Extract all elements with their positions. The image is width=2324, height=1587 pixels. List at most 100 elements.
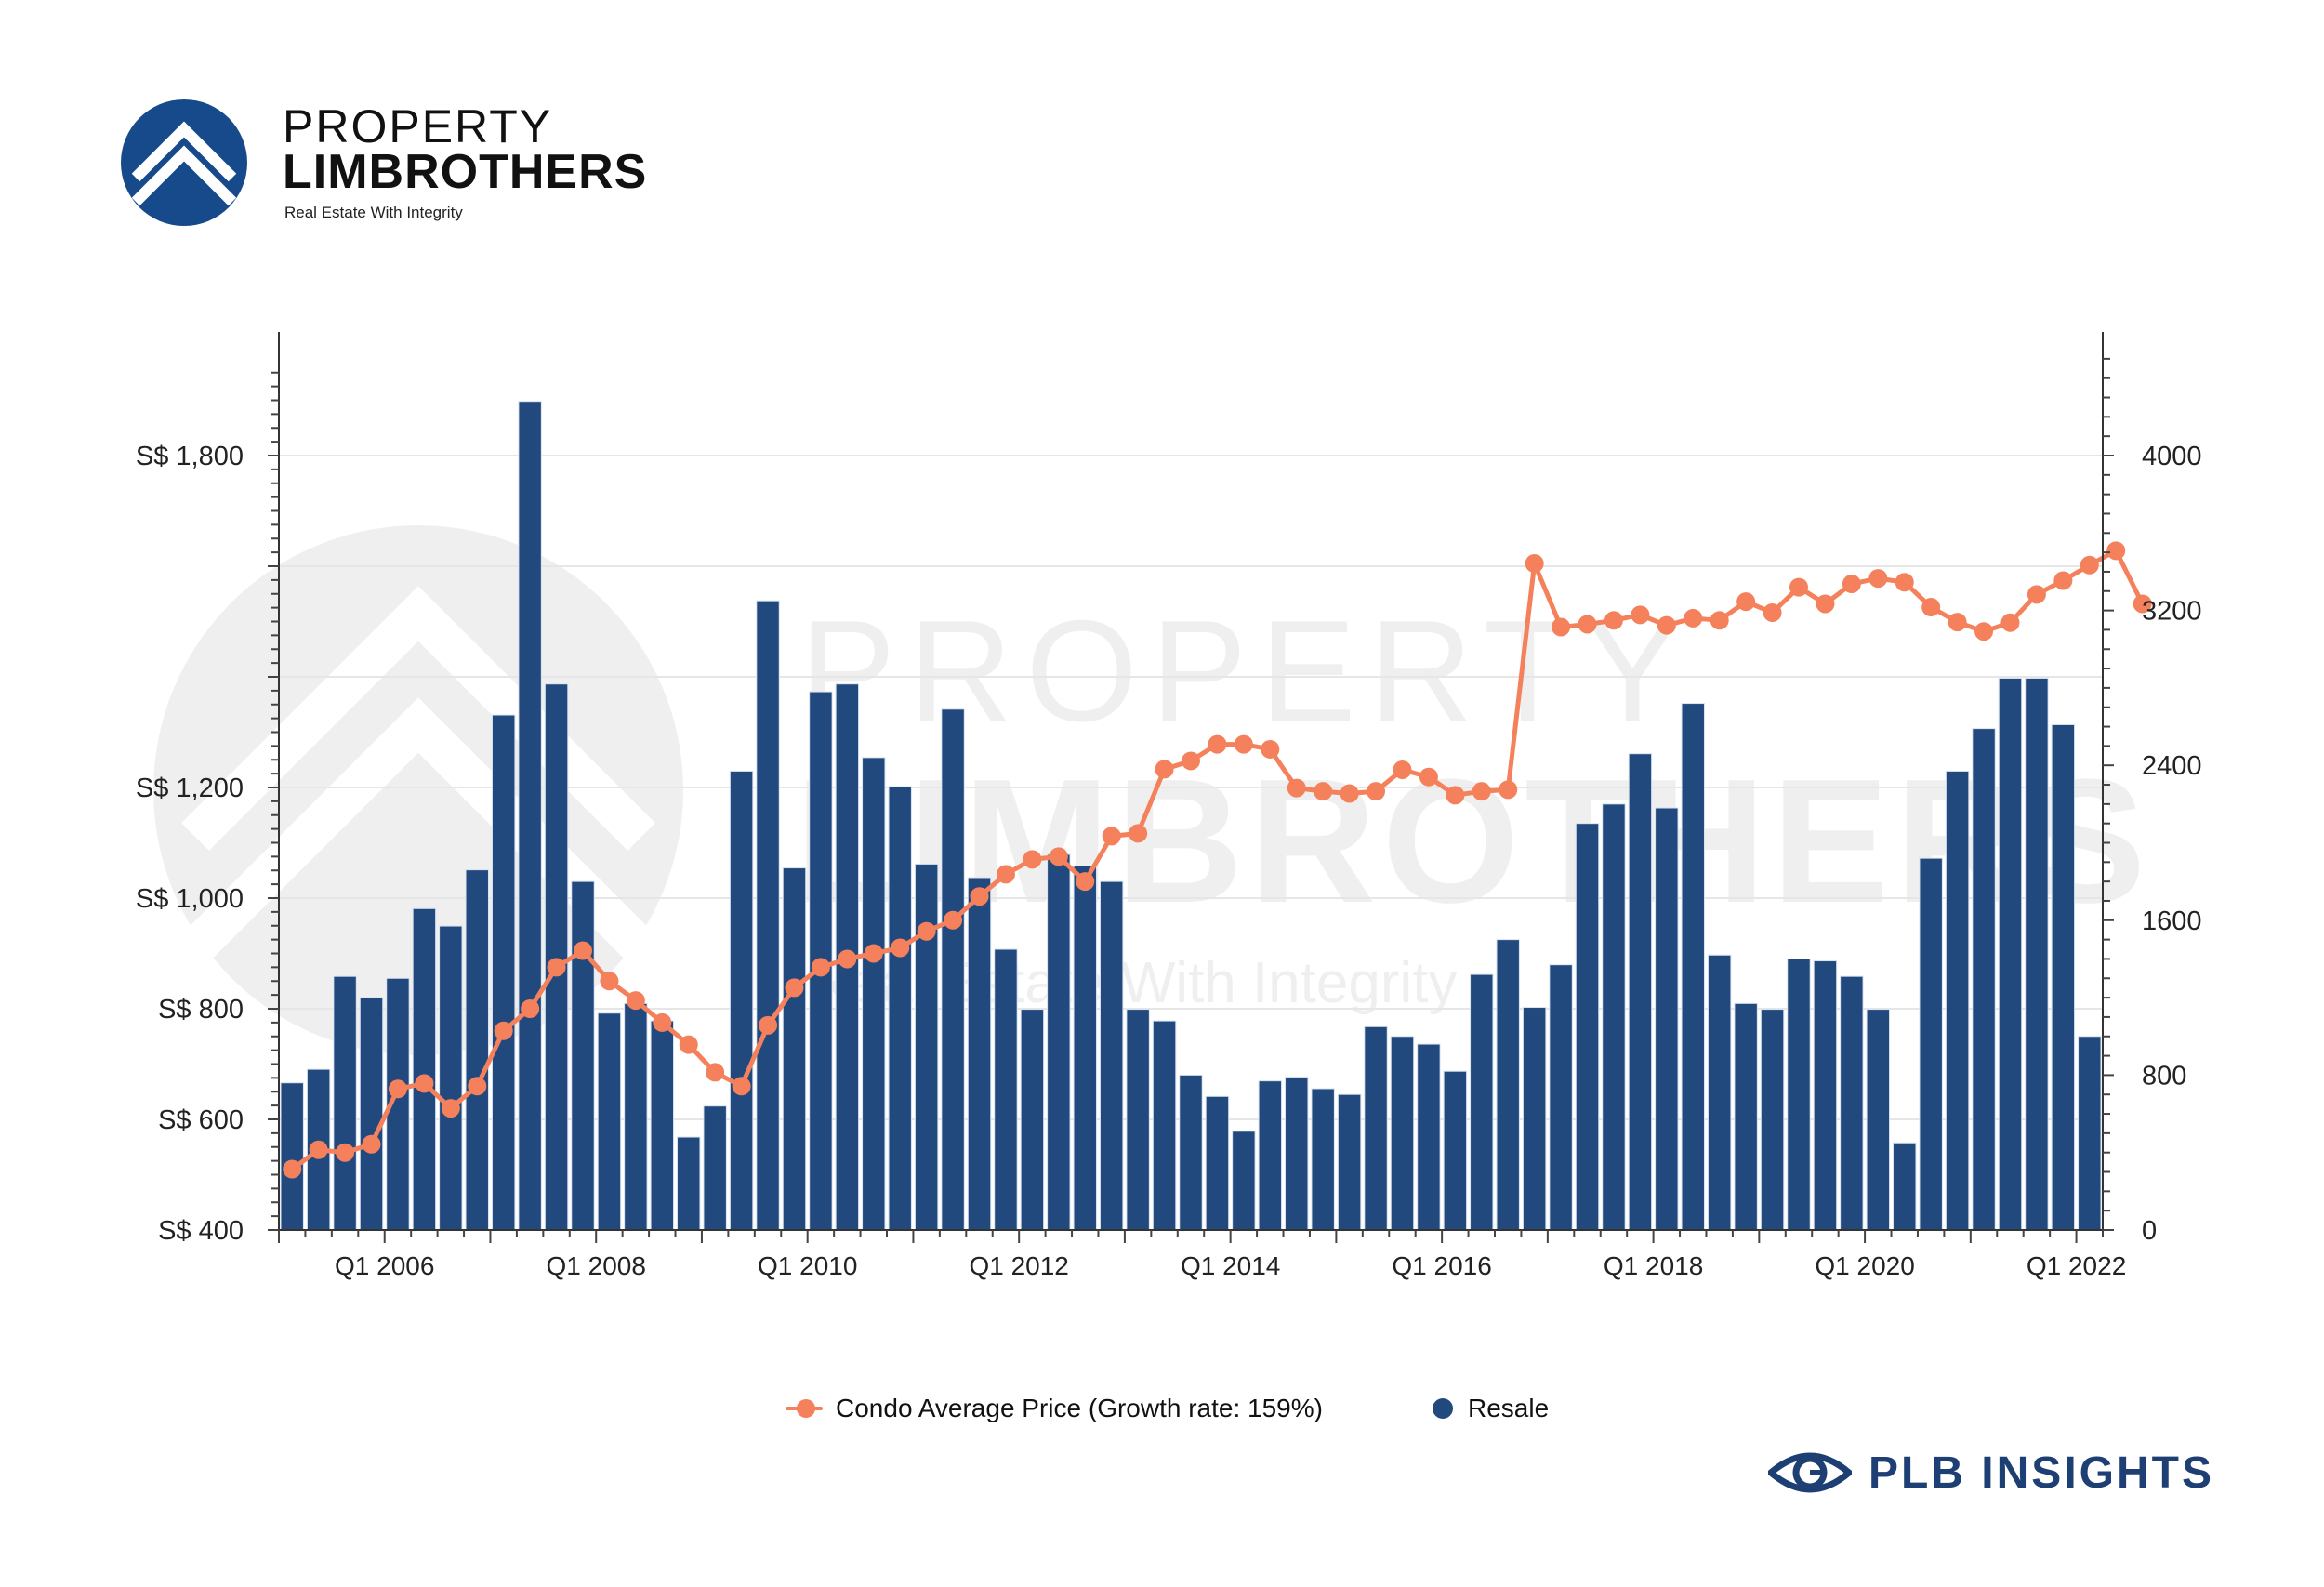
resale-bar	[1998, 677, 2023, 1231]
y-right-tick-label: 1600	[2142, 906, 2202, 936]
legend-item-price[interactable]: Condo Average Price (Growth rate: 159%)	[786, 1394, 1323, 1423]
legend-item-resale[interactable]: Resale	[1432, 1394, 1549, 1423]
price-point	[626, 991, 645, 1011]
x-tick-label: Q1 2008	[547, 1251, 646, 1280]
x-tick-label: Q1 2020	[1815, 1251, 1914, 1280]
resale-bars	[280, 401, 2102, 1231]
resale-bar	[1285, 1076, 1309, 1231]
resale-bar	[280, 1082, 304, 1231]
price-point	[362, 1134, 381, 1154]
price-point	[1921, 598, 1941, 617]
resale-bar	[650, 1020, 675, 1231]
resale-bar	[624, 1002, 648, 1231]
brand-name-line2: LIMBROTHERS	[283, 145, 648, 199]
resale-bar	[1760, 1009, 1785, 1231]
resale-bar	[359, 997, 384, 1231]
price-point	[1657, 615, 1676, 635]
legend: Condo Average Price (Growth rate: 159%) …	[786, 1390, 1658, 1427]
price-point	[1604, 611, 1623, 630]
y-left-tick-label: S$ 800	[158, 995, 244, 1025]
price-point	[917, 921, 936, 941]
price-point	[336, 1143, 355, 1162]
price-point	[1631, 605, 1650, 625]
price-point	[838, 949, 857, 969]
price-point	[1367, 782, 1386, 801]
y-right-tick-label: 4000	[2142, 442, 2202, 471]
price-point	[1287, 778, 1306, 798]
price-point	[2053, 571, 2073, 590]
price-point	[811, 958, 830, 977]
resale-bar	[1893, 1142, 1917, 1231]
price-point	[1182, 751, 1200, 771]
price-point	[970, 887, 989, 906]
price-point	[679, 1035, 698, 1054]
price-line	[283, 541, 2152, 1179]
axes: S$ 400 S$ 600 S$ 800 S$ 1,000 S$ 1,200 S$ 1,8…	[136, 332, 2202, 1280]
resale-bar	[1364, 1025, 1388, 1231]
price-point	[1789, 577, 1808, 597]
x-tick-label: Q1 2016	[1392, 1251, 1491, 1280]
y-left-tick-label: S$ 1,000	[136, 884, 244, 914]
resale-bar	[1787, 958, 1811, 1231]
y-right-tick-label: 3200	[2142, 597, 2202, 627]
resale-bar	[1047, 853, 1071, 1231]
price-point	[732, 1077, 751, 1096]
resale-bar	[941, 708, 965, 1231]
price-point	[1393, 760, 1412, 779]
resale-bar	[2051, 723, 2076, 1231]
price-point	[388, 1079, 407, 1099]
price-point	[1472, 782, 1491, 801]
resale-bar	[1602, 803, 1626, 1231]
price-point	[653, 1012, 672, 1032]
resale-bar	[994, 948, 1018, 1231]
brand-tagline: Real Estate With Integrity	[284, 204, 463, 221]
price-point	[706, 1063, 725, 1082]
y-right-tick-label: 0	[2142, 1216, 2157, 1246]
resale-bar	[1945, 770, 1970, 1231]
resale-bar	[597, 1012, 622, 1231]
price-point	[1499, 780, 1518, 800]
resale-bar	[1628, 753, 1653, 1231]
legend-line-marker	[786, 1399, 823, 1418]
resale-bar	[756, 600, 780, 1231]
resale-bar	[1179, 1074, 1203, 1231]
price-point	[1261, 739, 1280, 759]
price-point	[2027, 585, 2046, 604]
resale-bar	[1655, 807, 1679, 1231]
resale-bar	[703, 1105, 727, 1231]
price-point	[785, 978, 804, 998]
price-point	[1102, 827, 1121, 846]
resale-bar	[544, 683, 569, 1231]
price-point	[1155, 760, 1174, 779]
price-point	[1076, 872, 1095, 892]
y-left-tick-label: S$ 400	[158, 1216, 244, 1246]
price-point	[1974, 622, 1994, 641]
resale-bar	[782, 867, 807, 1231]
resale-bar	[1205, 1095, 1230, 1231]
price-point	[1684, 608, 1703, 628]
resale-bar	[1417, 1043, 1441, 1231]
price-point	[521, 999, 540, 1018]
resale-bar	[1972, 728, 1996, 1231]
price-point	[2080, 555, 2099, 575]
resale-bar	[1337, 1093, 1362, 1231]
x-tick-label: Q1 2010	[758, 1251, 857, 1280]
resale-bar	[1099, 880, 1124, 1231]
resale-bar	[1152, 1020, 1177, 1231]
x-tick-label: Q1 2022	[2027, 1251, 2126, 1280]
resale-bar	[1470, 973, 1494, 1231]
resale-bar	[1390, 1036, 1415, 1231]
price-point	[864, 944, 883, 963]
resale-bar	[1522, 1007, 1547, 1231]
y-left-tick-label: S$ 600	[158, 1105, 244, 1135]
resale-bar	[1734, 1002, 1758, 1231]
brand-logo: PROPERTY LIMBROTHERS Real Estate With In…	[119, 98, 658, 228]
price-point	[891, 938, 910, 958]
resale-bar	[1707, 954, 1732, 1231]
price-point	[1234, 734, 1253, 754]
resale-bar	[1813, 960, 1838, 1231]
resale-bar	[1020, 1009, 1045, 1231]
price-point	[1314, 782, 1333, 801]
resale-bar	[1840, 975, 1864, 1231]
